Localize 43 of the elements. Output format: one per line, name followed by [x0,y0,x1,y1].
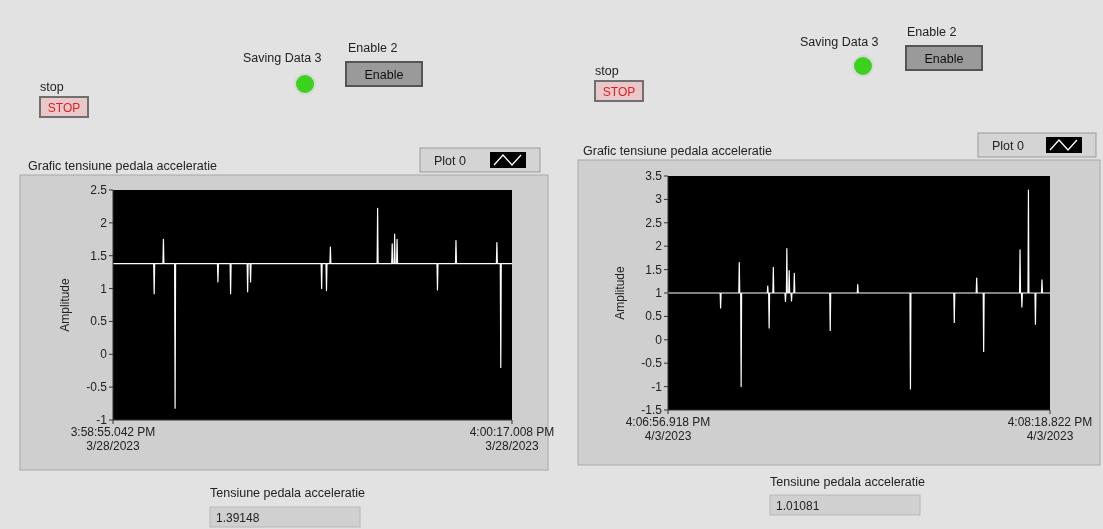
legend-label: Plot 0 [434,154,467,168]
y-tick-label: 1 [100,281,108,296]
y-tick-label: 0 [100,347,108,362]
text: STOP [47,101,81,115]
text: Saving Data 3 [800,35,879,49]
text: Enable 2 [907,25,957,39]
y-tick-label: -1.5 [641,403,663,417]
chart-title: Grafic tensiune pedala acceleratie [28,159,218,173]
text: Enable 2 [348,41,398,55]
y-tick-label: -1 [651,379,663,394]
y-tick-label: 2 [100,215,108,230]
y-tick-label: 0.5 [90,314,108,329]
y-tick-label: 3.5 [645,169,663,183]
text: stop [595,64,619,78]
y-axis-title: Amplitude [613,266,627,320]
y-tick-label: 1 [655,286,663,300]
y-axis-title: Amplitude [58,278,72,332]
text: Enable [924,52,964,66]
x-tick-label: 4:06:56.918 PM 4/3/2023 [625,415,711,443]
text: Tensiune pedala acceleratie [770,475,926,489]
x-tick-label: 3:58:55.042 PM 3/28/2023 [70,425,156,453]
y-tick-label: 2.5 [90,183,108,197]
y-tick-label: 0.5 [645,309,663,324]
x-tick-label: 4:08:18.822 PM 4/3/2023 [1007,415,1093,443]
text: 1.01081 [776,499,820,513]
y-tick-label: 2.5 [645,215,663,230]
text: stop [40,80,64,94]
text: 1.39148 [216,511,260,525]
legend-label: Plot 0 [992,139,1025,153]
y-tick-label: 3 [655,192,663,207]
text: Enable [364,68,404,82]
y-tick-label: 2 [655,239,663,254]
y-tick-label: 0 [655,332,663,347]
y-tick-label: -1 [96,413,108,427]
text: Tensiune pedala acceleratie [210,486,366,500]
y-tick-label: -0.5 [86,380,108,395]
text: Saving Data 3 [243,51,322,65]
y-tick-label: -0.5 [641,356,663,371]
y-tick-label: 1.5 [645,262,663,277]
x-tick-label: 4:00:17.008 PM 3/28/2023 [469,425,555,453]
y-tick-label: 1.5 [90,248,108,263]
text: STOP [602,85,636,99]
chart-title: Grafic tensiune pedala acceleratie [583,144,773,158]
